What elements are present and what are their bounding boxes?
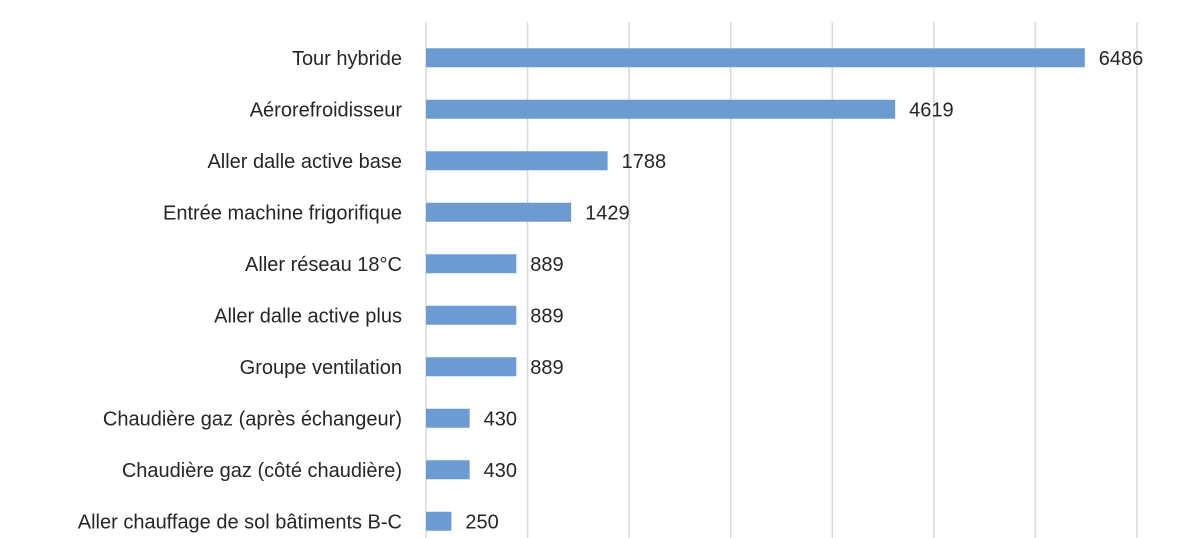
bar xyxy=(426,99,896,119)
bar xyxy=(426,305,517,325)
data-label: 430 xyxy=(484,460,517,482)
bar xyxy=(426,48,1085,68)
bars xyxy=(426,48,1085,531)
bar xyxy=(426,254,517,274)
category-label: Chaudière gaz (côté chaudière) xyxy=(122,460,402,482)
category-label: Aller dalle active plus xyxy=(214,305,402,327)
category-label: Aller dalle active base xyxy=(207,151,402,173)
value-labels: 6486 4619 1788 1429 889 889 889 430 430 250 xyxy=(465,48,1143,534)
category-labels: Tour hybride Aérorefroidisseur Aller dalle… xyxy=(78,48,403,534)
data-label: 1429 xyxy=(585,202,630,224)
data-label: 6486 xyxy=(1099,48,1144,70)
category-label: Chaudière gaz (après échangeur) xyxy=(103,408,402,430)
category-label: Tour hybride xyxy=(292,48,402,70)
bar xyxy=(426,151,608,171)
category-label: Entrée machine frigorifique xyxy=(163,202,402,224)
category-label: Groupe ventilation xyxy=(240,357,402,379)
gridlines xyxy=(425,22,1138,538)
data-label: 1788 xyxy=(622,151,667,173)
category-label: Aérorefroidisseur xyxy=(250,99,403,121)
bar xyxy=(426,460,470,480)
bar xyxy=(426,202,572,222)
data-label: 889 xyxy=(530,305,563,327)
category-label: Aller réseau 18°C xyxy=(245,254,402,276)
data-label: 889 xyxy=(530,254,563,276)
category-label: Aller chauffage de sol bâtiments B-C xyxy=(78,511,402,533)
data-label: 430 xyxy=(484,408,517,430)
data-label: 889 xyxy=(530,357,563,379)
bar xyxy=(426,511,452,531)
data-label: 4619 xyxy=(909,99,954,121)
bar xyxy=(426,357,517,377)
data-label: 250 xyxy=(465,511,498,533)
bar xyxy=(426,408,470,428)
